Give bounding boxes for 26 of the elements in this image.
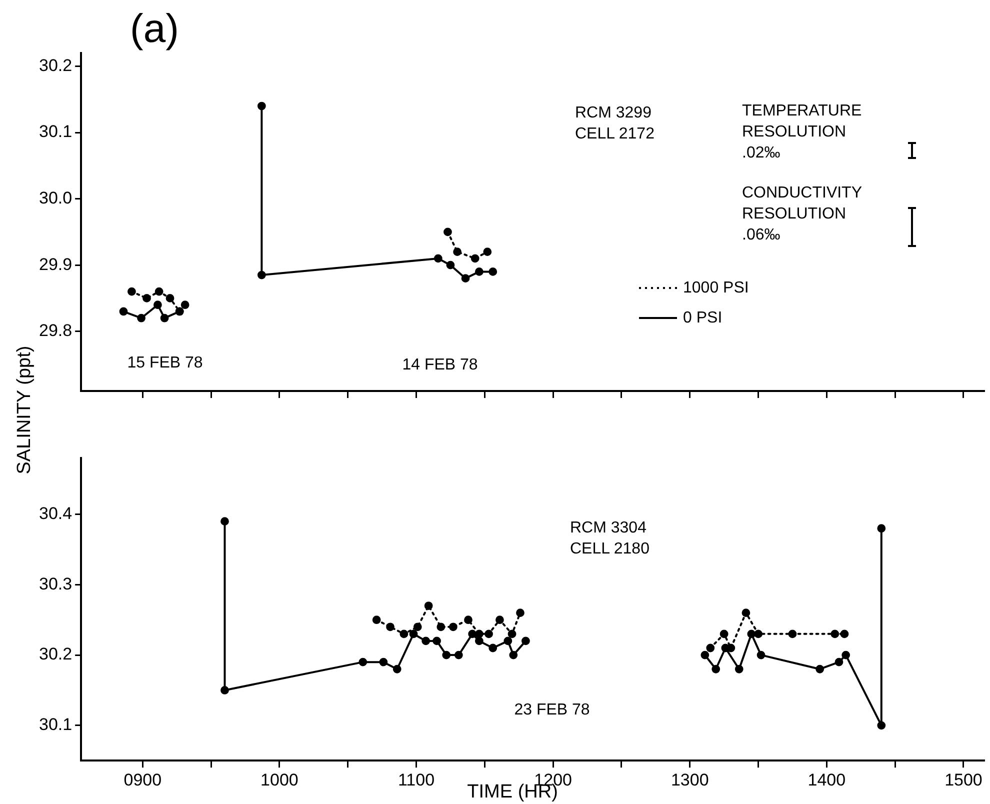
y-tick-label: 29.9 bbox=[38, 254, 72, 274]
y-tick-label: 29.8 bbox=[38, 321, 72, 340]
x-tick-label: 1500 bbox=[944, 770, 982, 790]
chart-title: (a) bbox=[130, 7, 179, 51]
legend-label: 1000 PSI bbox=[683, 279, 749, 296]
y-axis-title: SALINITY (ppt) bbox=[14, 346, 36, 474]
annotation: 14 FEB 78 bbox=[402, 356, 478, 374]
legend-label: 0 PSI bbox=[683, 309, 722, 326]
y-tick-label: 30.2 bbox=[38, 56, 72, 75]
y-tick-label: 30.1 bbox=[38, 715, 72, 734]
y-tick-label: 30.2 bbox=[38, 644, 72, 664]
x-tick-label: 1000 bbox=[260, 770, 298, 790]
x-tick-label: 1300 bbox=[670, 770, 709, 790]
y-tick-label: 30.1 bbox=[38, 122, 72, 142]
x-tick-label: 0900 bbox=[124, 770, 162, 790]
y-tick-label: 30.0 bbox=[38, 188, 72, 208]
annotation: TEMPERATURE RESOLUTION .02‰ bbox=[742, 102, 862, 162]
x-tick-label: 1100 bbox=[398, 770, 435, 790]
annotation: CONDUCTIVITY RESOLUTION .06‰ bbox=[742, 184, 862, 244]
y-tick-label: 30.3 bbox=[38, 574, 72, 594]
y-tick-label: 30.4 bbox=[38, 504, 72, 523]
x-tick-label: 1400 bbox=[808, 770, 846, 790]
annotation: 15 FEB 78 bbox=[127, 354, 203, 372]
annotation: 23 FEB 78 bbox=[514, 701, 590, 718]
annotation: RCM 3299 CELL 2172 bbox=[575, 104, 655, 142]
annotation: RCM 3304 CELL 2180 bbox=[570, 519, 650, 558]
